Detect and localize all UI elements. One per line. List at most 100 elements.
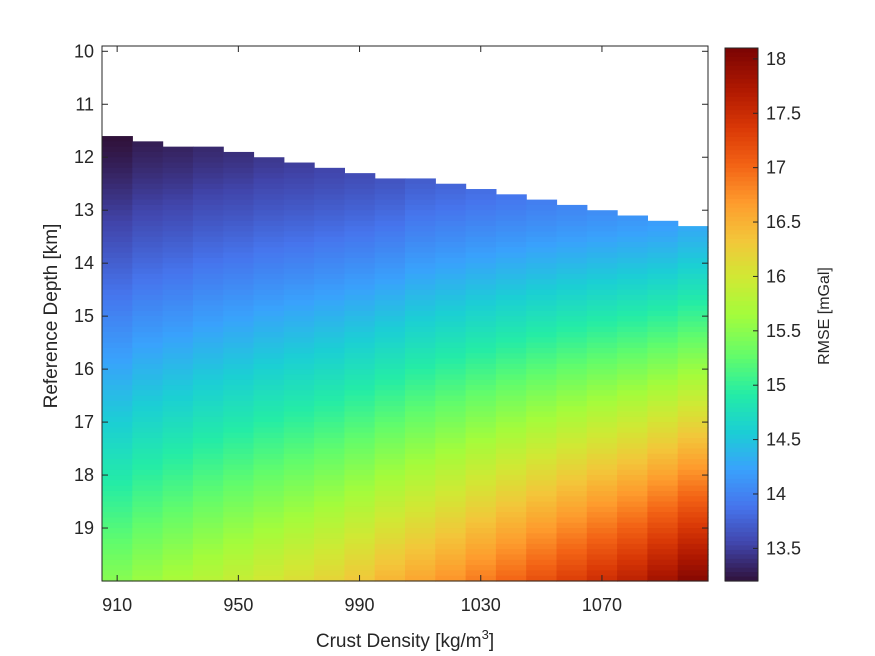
heatmap-cell bbox=[132, 279, 164, 285]
heatmap-cell bbox=[283, 241, 315, 248]
heatmap-cell bbox=[162, 575, 194, 582]
heatmap-cell bbox=[253, 517, 285, 524]
heatmap-cell bbox=[647, 406, 679, 413]
heatmap-cell bbox=[253, 475, 285, 481]
heatmap-cell bbox=[677, 374, 709, 381]
heatmap-cell bbox=[526, 549, 558, 556]
heatmap-cell bbox=[556, 204, 588, 211]
heatmap-cell bbox=[374, 575, 406, 582]
heatmap-cell bbox=[405, 517, 436, 524]
colorbar-segment bbox=[725, 394, 758, 400]
heatmap-cell bbox=[435, 422, 467, 428]
heatmap-cell bbox=[162, 437, 194, 444]
heatmap-cell bbox=[435, 496, 467, 503]
heatmap-cell bbox=[253, 332, 285, 338]
heatmap-cell bbox=[253, 189, 285, 195]
heatmap-cell bbox=[556, 247, 588, 254]
heatmap-cell bbox=[314, 575, 345, 582]
heatmap-cell bbox=[465, 543, 497, 550]
colorbar-segment bbox=[725, 256, 758, 262]
heatmap-cell bbox=[162, 480, 194, 487]
y-tick-label: 17 bbox=[74, 412, 94, 432]
heatmap-cell bbox=[283, 358, 315, 365]
heatmap-cell bbox=[647, 469, 679, 476]
plot-frame bbox=[101, 45, 709, 582]
heatmap-cell bbox=[465, 459, 497, 466]
heatmap-cell bbox=[223, 189, 255, 195]
heatmap-cell bbox=[132, 554, 164, 561]
heatmap-cell bbox=[132, 427, 164, 434]
heatmap-cell bbox=[223, 448, 255, 455]
heatmap-cell bbox=[223, 522, 255, 529]
heatmap-cell bbox=[192, 363, 224, 370]
heatmap-cell bbox=[283, 485, 315, 492]
heatmap-cell bbox=[617, 422, 648, 428]
heatmap-cell bbox=[132, 316, 164, 323]
heatmap-cell bbox=[465, 273, 497, 280]
colorbar-segment bbox=[725, 283, 758, 289]
heatmap-cell bbox=[405, 332, 436, 338]
colorbar-segment bbox=[725, 398, 758, 404]
heatmap-cell bbox=[344, 241, 376, 248]
heatmap-cell bbox=[647, 236, 679, 243]
heatmap-cell bbox=[374, 453, 406, 460]
heatmap-cell bbox=[495, 475, 527, 481]
colorbar-segment bbox=[725, 536, 758, 542]
heatmap-cell bbox=[405, 347, 436, 354]
heatmap-cell bbox=[344, 422, 376, 428]
heatmap-cell bbox=[192, 422, 224, 428]
heatmap-cell bbox=[223, 252, 255, 259]
heatmap-cell bbox=[102, 464, 133, 471]
heatmap-cell bbox=[465, 374, 497, 381]
colorbar-segment bbox=[725, 487, 758, 493]
heatmap-cell bbox=[102, 437, 133, 444]
heatmap-cell bbox=[314, 199, 345, 206]
heatmap-cell bbox=[465, 305, 497, 312]
heatmap-cell bbox=[435, 310, 467, 317]
heatmap-cell bbox=[344, 533, 376, 540]
heatmap-cell bbox=[586, 210, 618, 217]
heatmap-cell bbox=[314, 453, 345, 460]
heatmap-cell bbox=[465, 427, 497, 434]
heatmap-cell bbox=[526, 236, 558, 243]
heatmap-cell bbox=[526, 559, 558, 566]
heatmap-cell bbox=[344, 189, 376, 195]
heatmap-cell bbox=[526, 400, 558, 407]
colorbar-tick-label: 14 bbox=[766, 484, 786, 504]
heatmap-cell bbox=[405, 443, 436, 450]
heatmap-cell bbox=[283, 305, 315, 312]
heatmap-cell bbox=[465, 326, 497, 333]
heatmap-cell bbox=[283, 173, 315, 180]
heatmap-cell bbox=[162, 522, 194, 529]
heatmap-cell bbox=[283, 263, 315, 270]
colorbar-segment bbox=[725, 523, 758, 529]
heatmap-cell bbox=[405, 226, 436, 232]
heatmap-cell bbox=[526, 485, 558, 492]
heatmap-cell bbox=[102, 136, 133, 142]
heatmap-cell bbox=[435, 199, 467, 206]
heatmap-cell bbox=[374, 353, 406, 360]
heatmap-cell bbox=[132, 199, 164, 206]
heatmap-cell bbox=[405, 268, 436, 275]
heatmap-cell bbox=[647, 437, 679, 444]
heatmap-cell bbox=[253, 432, 285, 439]
heatmap-cell bbox=[314, 464, 345, 471]
colorbar-segment bbox=[725, 127, 758, 133]
colorbar-segment bbox=[725, 372, 758, 378]
heatmap-cell bbox=[374, 437, 406, 444]
colorbar-segment bbox=[725, 350, 758, 356]
heatmap-cell bbox=[162, 528, 194, 534]
heatmap-cell bbox=[162, 448, 194, 455]
heatmap-cell bbox=[617, 215, 648, 222]
heatmap-cell bbox=[677, 416, 709, 423]
heatmap-cell bbox=[132, 501, 164, 508]
heatmap-cell bbox=[132, 157, 164, 164]
heatmap-cell bbox=[465, 263, 497, 270]
heatmap-cell bbox=[465, 485, 497, 492]
heatmap-cell bbox=[283, 310, 315, 317]
heatmap-cell bbox=[465, 189, 497, 195]
heatmap-cell bbox=[283, 400, 315, 407]
heatmap-cell bbox=[253, 162, 285, 169]
colorbar bbox=[725, 48, 758, 582]
heatmap-cell bbox=[677, 369, 709, 376]
